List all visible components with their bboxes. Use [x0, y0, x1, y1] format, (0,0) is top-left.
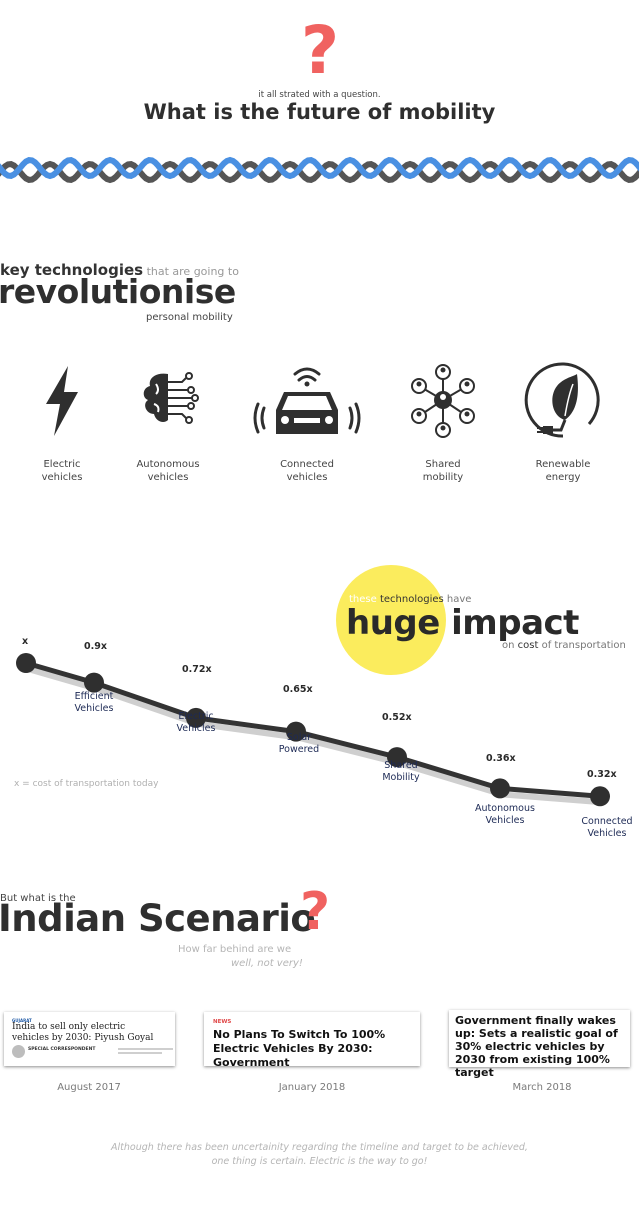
tech-autonomous-vehicles: Autonomous vehicles [113, 360, 223, 484]
tech-electric-vehicles: Electric vehicles [7, 360, 117, 484]
news-headline: No Plans To Switch To 100% Electric Vehi… [213, 1028, 386, 1069]
indian-heading-big: Indian Scenario [0, 897, 316, 940]
chart-point [490, 778, 510, 799]
brain-circuit-icon [143, 372, 199, 424]
news-tag: GUJARAT [12, 1018, 32, 1023]
people-network-icon [411, 364, 475, 438]
leaf-plug-icon [524, 362, 600, 438]
key-tech-heading: key technologies that are going to [0, 261, 239, 279]
point-label: Electric Vehicles [176, 711, 216, 734]
news-date: March 2018 [512, 1082, 572, 1093]
chart-point [84, 672, 104, 693]
key-tech-subtitle: personal mobility [146, 312, 233, 323]
point-label: Connected Vehicles [581, 816, 633, 839]
chart-note: x = cost of transportation today [14, 779, 159, 789]
cost-line-chart [16, 653, 610, 807]
highlight-circle [336, 565, 446, 675]
news-card-january-2018 [204, 1012, 420, 1066]
tech-connected-vehicles: Connected vehicles [252, 360, 362, 484]
chart-point [286, 721, 306, 742]
chart-point [387, 747, 407, 768]
point-value: 0.72x [182, 664, 212, 675]
news-tag: NEWS [213, 1019, 232, 1025]
news-headline: Government finally wakes up: Sets a real… [455, 1014, 618, 1079]
key-tech-big-word: revolutionise [0, 272, 236, 311]
news-headline: India to sell only electric vehicles by … [12, 1022, 154, 1043]
news-card-august-2017 [4, 1012, 175, 1066]
tech-label: Shared mobility [422, 459, 464, 483]
impact-heading-sub: on cost of transportation [502, 640, 626, 651]
point-label: Solar Powered [278, 732, 320, 755]
chart-point [590, 786, 610, 807]
point-value: x [22, 636, 29, 647]
news-byline: SPECIAL CORRESPONDENT [28, 1047, 96, 1052]
question-mark-icon: ? [300, 882, 331, 942]
point-value: 0.65x [283, 684, 313, 695]
intro-text: it all strated with a question. [258, 90, 381, 100]
point-value: 0.36x [486, 753, 516, 764]
news-card-march-2018 [449, 1010, 630, 1067]
indian-subtitle: How far behind are we [178, 944, 292, 955]
indian-subtitle-answer: well, not very! [231, 958, 303, 969]
impact-heading-big: huge impact [346, 603, 579, 643]
news-date: January 2018 [278, 1082, 346, 1093]
chart-point [16, 653, 36, 673]
lightning-bolt-icon [46, 366, 78, 436]
news-meta [118, 1047, 173, 1054]
indian-heading-top: But what is the [0, 893, 76, 904]
tech-renewable-energy: Renewable energy [508, 360, 618, 484]
connected-car-icon [253, 367, 361, 434]
point-value: 0.32x [587, 769, 617, 780]
avatar [12, 1045, 25, 1058]
tech-label: Electric vehicles [41, 459, 83, 483]
page-title: What is the future of mobility [143, 100, 496, 124]
wave-divider-icon [0, 156, 639, 184]
point-value: 0.9x [84, 641, 107, 652]
news-date: August 2017 [57, 1082, 121, 1093]
closing-statement: Although there has been uncertainity reg… [111, 1142, 528, 1167]
tech-label: Connected vehicles [280, 459, 334, 483]
point-label: Efficient Vehicles [74, 691, 114, 714]
point-value: 0.52x [382, 712, 412, 723]
tech-label: Renewable energy [535, 459, 591, 483]
question-mark-icon: ? [300, 12, 340, 89]
impact-heading-top: these technologies have [349, 594, 472, 605]
chart-line [23, 660, 603, 799]
point-label: Shared Mobility [382, 760, 420, 783]
tech-shared-mobility: Shared mobility [388, 360, 498, 484]
chart-point [186, 707, 206, 728]
tech-label: Autonomous vehicles [136, 459, 200, 483]
point-label: Autonomous Vehicles [475, 803, 535, 826]
